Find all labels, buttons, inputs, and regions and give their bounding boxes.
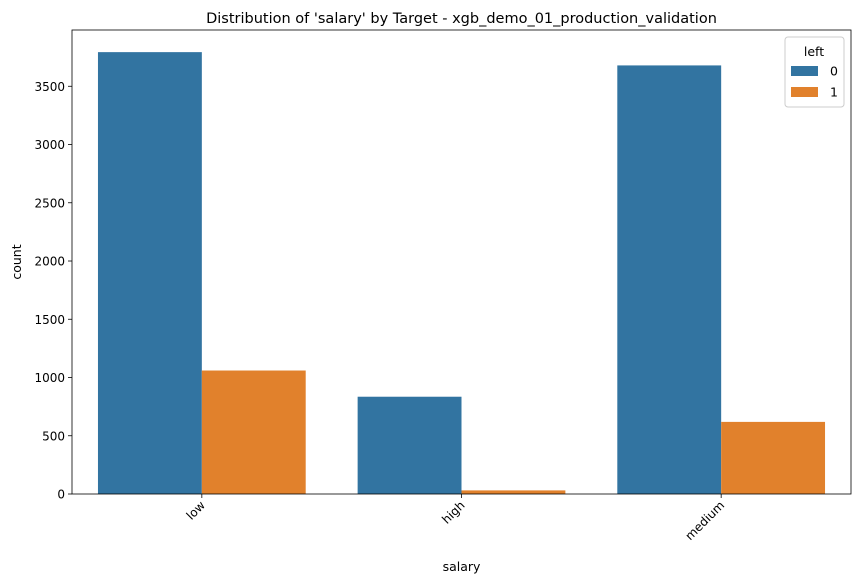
- y-tick-label: 0: [57, 488, 65, 502]
- legend-label-1: 1: [830, 85, 838, 100]
- legend-swatch-0: [791, 66, 818, 76]
- legend-swatch-1: [791, 87, 818, 97]
- bar-low-series-0: [97, 52, 202, 495]
- chart-title: Distribution of 'salary' by Target - xgb…: [206, 11, 717, 27]
- y-tick-label: 1000: [34, 371, 65, 385]
- x-axis: low high medium: [184, 494, 728, 543]
- y-tick-label: 1500: [34, 313, 65, 327]
- bars-group: [97, 52, 826, 495]
- plot-frame: [71, 29, 852, 495]
- x-tick-label-high: high: [439, 498, 467, 526]
- bar-medium-series-1: [721, 421, 826, 494]
- y-axis: 0 500 1000 1500 2000 2500 3000 3500: [34, 80, 72, 502]
- y-tick-label: 3000: [34, 138, 65, 152]
- x-axis-label: salary: [443, 559, 481, 574]
- bar-high-series-0: [357, 396, 462, 494]
- legend: left 0 1: [784, 36, 845, 108]
- legend-title: left: [804, 44, 824, 59]
- y-tick-label: 2500: [34, 196, 65, 210]
- legend-label-0: 0: [830, 64, 838, 79]
- y-tick-label: 2000: [34, 255, 65, 269]
- y-tick-label: 3500: [34, 80, 65, 94]
- bar-high-series-1: [461, 490, 566, 494]
- x-tick-label-low: low: [184, 498, 209, 523]
- bar-low-series-1: [201, 370, 306, 494]
- x-tick-label-medium: medium: [683, 498, 728, 543]
- bar-medium-series-0: [617, 65, 722, 494]
- y-axis-label: count: [9, 244, 24, 279]
- y-tick-label: 500: [42, 429, 65, 443]
